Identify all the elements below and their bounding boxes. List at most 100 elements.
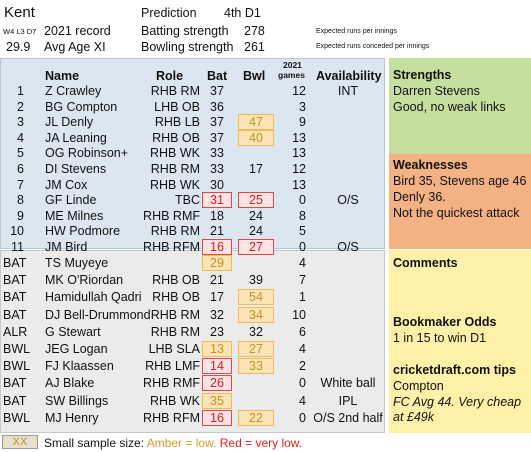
bowling-strength-value: 261 [244, 40, 265, 54]
col-games-header-top: 2021 [283, 60, 302, 70]
player-row: BAT AJ Blake RHB RMF 26 0 White ball [0, 375, 385, 392]
weaknesses-panel: Weaknesses Bird 35, Stevens age 46 Denly… [389, 154, 531, 249]
player-row: 2 BG Compton LHB OB 36 3 [0, 99, 385, 115]
games-played: 13 [292, 177, 306, 192]
games-played: 4 [299, 342, 306, 356]
col-availability-header: Availability [316, 69, 382, 83]
availability [312, 255, 384, 271]
player-row: 10 HW Podmore RHB RM 21 24 5 [0, 223, 385, 239]
comments-title: Comments [393, 256, 458, 270]
row-number: 7 [17, 177, 24, 192]
player-name: JM Bird [45, 240, 88, 254]
player-row: BAT Hamidullah Qadri RHB OB 17 54 1 [0, 289, 385, 306]
player-row: 3 JL Denly RHB LB 37 47 9 [0, 114, 385, 131]
availability: O/S [337, 193, 359, 208]
row-number: 8 [17, 193, 24, 208]
col-bwl-header: Bwl [243, 69, 266, 83]
player-role: RHB LB [154, 115, 200, 130]
avg-age-label: Avg Age XI [44, 40, 106, 54]
row-number: 2 [17, 99, 24, 114]
bat-score: 33 [210, 146, 224, 161]
weaknesses-line: Not the quickest attack [393, 206, 520, 220]
player-name: MJ Henry [45, 410, 99, 425]
availability: INT [337, 84, 359, 98]
row-number: 1 [17, 84, 24, 98]
bowl-score: 54 [238, 289, 274, 306]
bat-score: 30 [210, 177, 224, 192]
availability [312, 161, 384, 177]
player-role: RHB OB [152, 290, 200, 305]
bowl-score [238, 145, 274, 161]
player-row: BAT MK O'Riordan RHB OB 21 39 7 [0, 272, 385, 288]
row-number: BWL [3, 410, 31, 425]
games-played: 3 [299, 99, 306, 114]
bat-score: 16 [202, 409, 232, 426]
tips-note: at £49k [393, 410, 435, 424]
player-role: RHB RMF [143, 376, 200, 391]
availability [312, 324, 384, 340]
availability [312, 99, 384, 115]
bowl-score: 34 [238, 306, 274, 323]
record-small: W4 L3 D7 [3, 27, 37, 36]
player-role: RHB RM [150, 224, 200, 239]
row-number: BWL [3, 359, 31, 374]
player-name: JL Denly [45, 115, 94, 130]
player-role: RHB WK [150, 146, 200, 161]
player-role: RHB WK [150, 393, 200, 408]
weaknesses-line: Denly 36. [393, 190, 446, 204]
player-row: 5 OG Robinson+ RHB WK 33 13 [0, 145, 385, 161]
row-number: 10 [10, 224, 24, 239]
availability: White ball [320, 376, 376, 391]
player-role: RHB RFM [143, 410, 200, 425]
player-row: BAT SW Billings RHB WK 35 4 IPL [0, 392, 385, 409]
games-played: 7 [299, 273, 306, 288]
availability [312, 177, 384, 193]
bowl-score [238, 375, 274, 391]
row-number: BAT [3, 290, 27, 305]
bowl-score: 24 [249, 208, 263, 223]
row-number: BWL [3, 342, 31, 356]
row-number: 11 [11, 240, 24, 254]
bat-score: 23 [210, 324, 224, 339]
player-name: FJ Klaassen [45, 359, 114, 374]
bat-score: 32 [210, 307, 224, 322]
availability [312, 130, 384, 146]
availability [312, 358, 384, 374]
bowl-score: 25 [238, 192, 274, 209]
player-role: RHB LMF [145, 359, 200, 374]
strengths-line: Darren Stevens [393, 84, 480, 98]
games-played: 2 [299, 359, 306, 374]
batting-strength-value: 278 [244, 24, 265, 38]
runs-scored-note: Expected runs per innings [316, 28, 397, 35]
player-row: BWL MJ Henry RHB RFM 16 22 0 O/S 2nd half [0, 409, 385, 426]
player-row: BWL JEG Logan LHB SLA 13 27 4 [0, 341, 385, 357]
player-row: BAT TS Muyeye 29 4 [0, 255, 385, 271]
games-played: 12 [292, 84, 306, 98]
row-number: 4 [17, 130, 24, 145]
player-name: AJ Blake [45, 376, 95, 391]
tips-pick: Compton [393, 379, 444, 393]
col-bat-header: Bat [207, 69, 228, 83]
availability: O/S 2nd half [313, 410, 383, 425]
squad-panel [0, 250, 385, 433]
player-role: RHB OB [152, 130, 200, 145]
bowl-score: 33 [238, 358, 274, 375]
tips-title: cricketdraft.com tips [393, 363, 516, 377]
player-role: RHB RM [150, 324, 200, 339]
games-played: 12 [292, 162, 306, 176]
bat-score: 37 [210, 130, 224, 145]
player-name: DJ Bell-Drummond [45, 307, 151, 322]
strengths-title: Strengths [393, 68, 452, 82]
bowl-score [238, 393, 274, 409]
player-role: RHB RM [150, 307, 200, 322]
tips-note: FC Avg 44. Very cheap [393, 395, 522, 409]
availability [312, 145, 384, 161]
player-role: RHB OB [152, 273, 200, 288]
bat-score: 33 [210, 162, 224, 176]
team-name: Kent [4, 4, 35, 21]
games-played: 13 [292, 146, 306, 161]
bat-score: 31 [202, 192, 232, 209]
odds-line: 1 in 15 to win D1 [393, 331, 487, 345]
player-row: ALR G Stewart RHB RM 23 32 6 [0, 324, 385, 340]
odds-title: Bookmaker Odds [393, 315, 497, 329]
